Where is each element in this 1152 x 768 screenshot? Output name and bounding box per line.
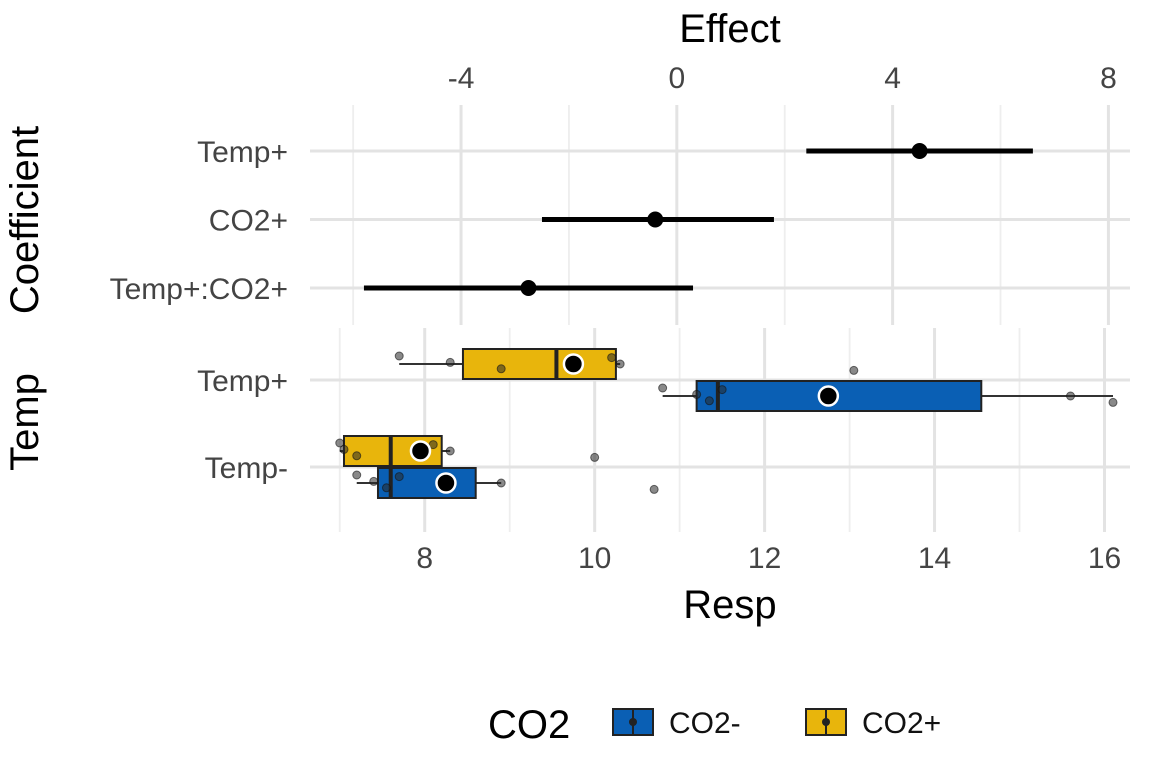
raw-data-point — [394, 472, 404, 482]
boxplot-marks — [335, 348, 1118, 499]
coefficient-tick-label: Temp+:CO2+ — [110, 273, 288, 306]
raw-data-point — [649, 484, 659, 494]
box-mean-point — [562, 353, 585, 375]
coefficient-tick-label: CO2+ — [209, 205, 288, 238]
raw-data-point — [339, 444, 349, 454]
legend-label-co2-: CO2+ — [862, 707, 941, 740]
raw-data-point — [1066, 391, 1076, 401]
coefficient-estimate-point — [520, 280, 537, 296]
raw-data-point — [658, 383, 668, 393]
resp-tick-labels: 8 10 12 14 16 — [416, 542, 1121, 575]
raw-data-point — [590, 452, 600, 462]
effect-tick-labels: -4 0 4 8 — [448, 62, 1117, 95]
temp-axis-title: Temp — [3, 373, 47, 471]
raw-data-point — [607, 353, 617, 363]
raw-data-point — [394, 351, 404, 361]
legend-title: CO2 — [488, 703, 570, 747]
raw-data-point — [445, 446, 455, 456]
box-co2- — [376, 467, 477, 499]
legend: CO2 CO2- CO2+ — [488, 703, 941, 747]
coefficient-axis-title: Coefficient — [3, 126, 47, 314]
coefficient-tick-labels: Temp+ CO2+ Temp+:CO2+ — [110, 136, 288, 306]
temp-tick-label: Temp+ — [197, 365, 288, 398]
box-mean-point — [817, 385, 840, 407]
resp-tick-label: 16 — [1088, 542, 1121, 575]
raw-data-point — [704, 396, 714, 406]
box-mean-point — [435, 472, 457, 494]
effect-tick-label: -4 — [448, 62, 475, 95]
coefficient-panel: -4 0 4 8 Temp+ CO2+ Temp+:CO2+ Effect Coeffic… — [3, 7, 1130, 325]
raw-data-point — [615, 359, 625, 369]
raw-data-point — [381, 483, 391, 493]
legend-entries: CO2- CO2+ — [612, 707, 941, 740]
coefficient-tick-label: Temp+ — [197, 136, 288, 169]
resp-tick-label: 8 — [416, 542, 433, 575]
coefficient-estimate-point — [911, 143, 928, 159]
raw-data-point — [496, 364, 506, 374]
raw-data-point — [692, 389, 702, 399]
effect-tick-label: 0 — [668, 62, 685, 95]
boxplot-panel: 8 10 12 14 16 Temp+ Temp- Resp Temp — [3, 328, 1130, 627]
raw-data-point — [1108, 397, 1118, 407]
box-mean-point — [409, 440, 432, 462]
raw-data-point — [717, 385, 727, 395]
resp-tick-label: 12 — [748, 542, 781, 575]
raw-data-point — [352, 451, 362, 461]
effect-axis-title: Effect — [679, 7, 781, 51]
boxplot-grid — [310, 328, 1130, 532]
legend-label-co2-: CO2- — [669, 707, 741, 740]
effect-tick-label: 4 — [884, 62, 901, 95]
resp-axis-title: Resp — [683, 583, 776, 627]
raw-data-point — [496, 478, 506, 488]
effect-tick-label: 8 — [1100, 62, 1117, 95]
resp-tick-label: 14 — [918, 542, 951, 575]
temp-tick-label: Temp- — [205, 452, 288, 485]
legend-key-point — [822, 718, 830, 726]
resp-tick-label: 10 — [578, 542, 611, 575]
raw-data-point — [849, 365, 859, 375]
raw-data-point — [352, 470, 362, 480]
box-co2- — [461, 348, 617, 380]
temp-tick-labels: Temp+ Temp- — [197, 365, 288, 485]
raw-data-point — [445, 357, 455, 367]
raw-data-point — [428, 440, 438, 450]
raw-data-point — [335, 438, 345, 448]
coefficient-estimate-point — [647, 211, 664, 228]
coefficient-marks — [363, 143, 1033, 296]
legend-key-point — [629, 718, 637, 726]
raw-data-point — [369, 476, 379, 486]
coefficient-grid — [310, 105, 1130, 325]
